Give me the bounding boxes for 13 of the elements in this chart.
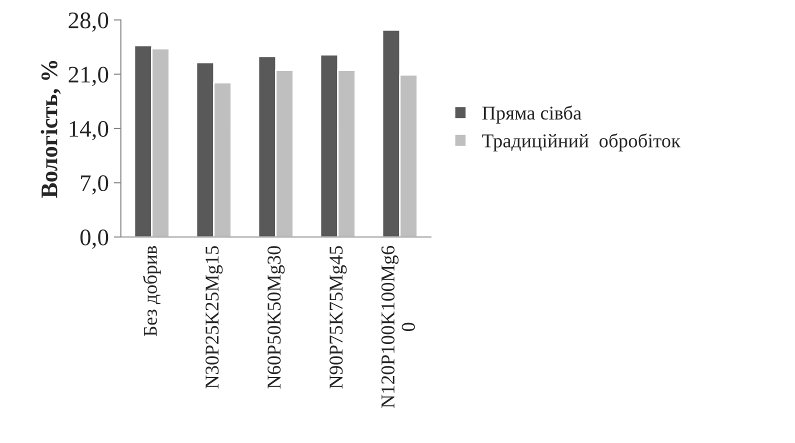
y-tick-label: 21,0 [68,66,108,86]
x-tick-label: N120P100K100Mg60 [381,246,415,408]
x-tick-label: N60P50K50Mg30 [268,246,285,388]
y-tick-label: 14,0 [70,120,108,140]
y-tick-label: 0,0 [80,229,108,249]
x-tick-label: Без добрив [142,246,161,336]
x-tick-label: N30P25K25Mg15 [206,246,223,388]
legend-label: Традиційний обробіток [482,133,681,152]
x-tick-label: N90P75K75Mg45 [330,246,347,388]
y-tick-label: 7,0 [81,175,108,195]
y-tick-label: 28,0 [68,12,108,32]
y-axis-title: Вологість, % [40,60,61,198]
legend-label: Пряма сівба [482,106,582,124]
